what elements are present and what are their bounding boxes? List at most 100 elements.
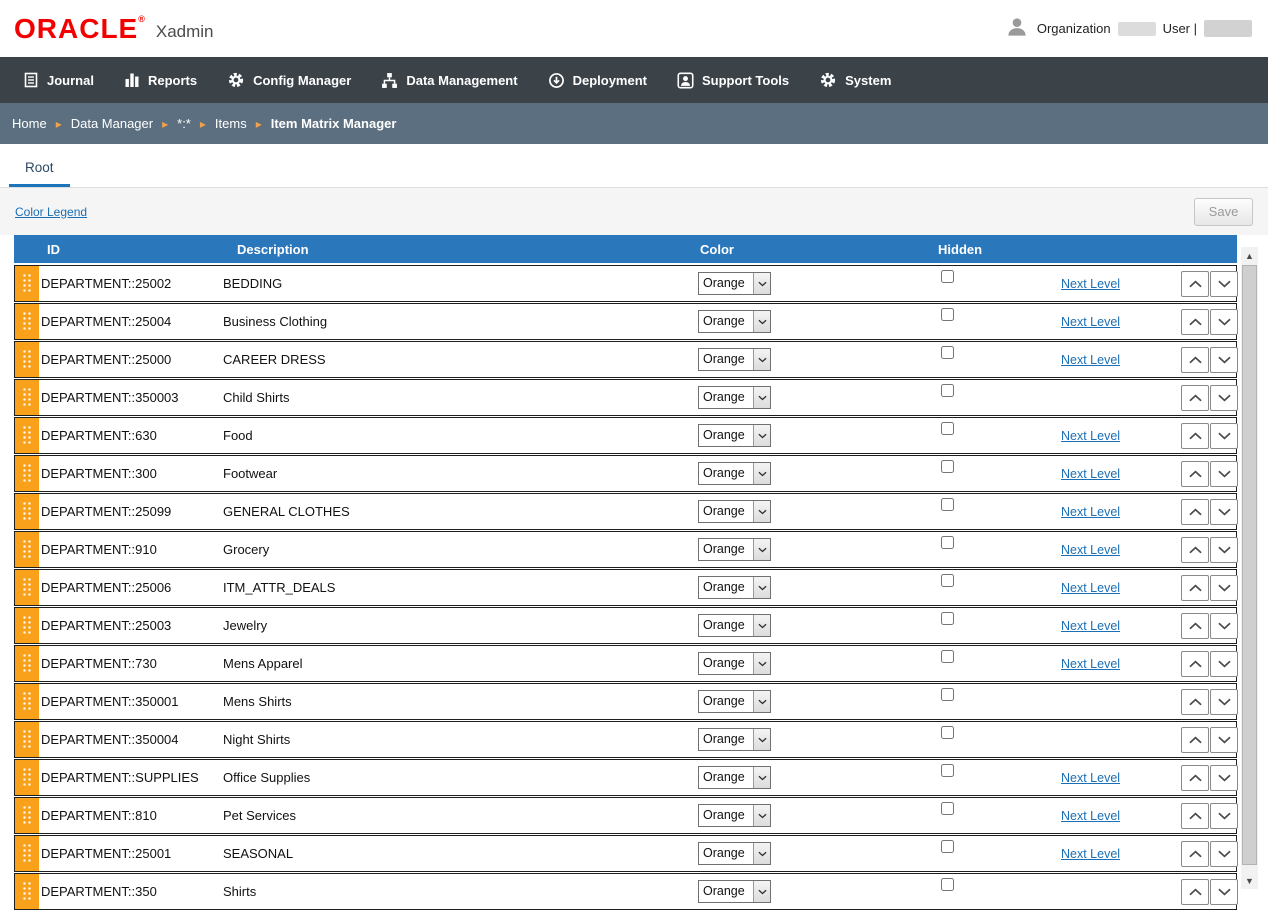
next-level-link[interactable]: Next Level bbox=[1061, 352, 1121, 367]
tab-root[interactable]: Root bbox=[9, 148, 70, 187]
color-select[interactable]: Orange bbox=[698, 538, 771, 561]
hidden-checkbox[interactable] bbox=[941, 536, 954, 549]
hidden-checkbox[interactable] bbox=[941, 650, 954, 663]
breadcrumb-item[interactable]: Home bbox=[12, 116, 47, 131]
color-select[interactable]: Orange bbox=[698, 842, 771, 865]
color-select[interactable]: Orange bbox=[698, 728, 771, 751]
color-select[interactable]: Orange bbox=[698, 576, 771, 599]
move-down-button[interactable] bbox=[1210, 346, 1238, 373]
nav-item-config-manager[interactable]: Config Manager bbox=[212, 57, 366, 103]
drag-handle[interactable] bbox=[15, 684, 39, 719]
next-level-link[interactable]: Next Level bbox=[1061, 504, 1121, 519]
color-select[interactable]: Orange bbox=[698, 652, 771, 675]
move-up-button[interactable] bbox=[1181, 422, 1209, 449]
move-up-button[interactable] bbox=[1181, 802, 1209, 829]
move-up-button[interactable] bbox=[1181, 764, 1209, 791]
hidden-checkbox[interactable] bbox=[941, 460, 954, 473]
move-up-button[interactable] bbox=[1181, 270, 1209, 297]
move-down-button[interactable] bbox=[1210, 840, 1238, 867]
nav-item-journal[interactable]: Journal bbox=[8, 57, 109, 103]
nav-item-system[interactable]: System bbox=[804, 57, 906, 103]
move-down-button[interactable] bbox=[1210, 384, 1238, 411]
color-select[interactable]: Orange bbox=[698, 614, 771, 637]
move-down-button[interactable] bbox=[1210, 270, 1238, 297]
move-up-button[interactable] bbox=[1181, 346, 1209, 373]
move-down-button[interactable] bbox=[1210, 308, 1238, 335]
next-level-link[interactable]: Next Level bbox=[1061, 618, 1121, 633]
drag-handle[interactable] bbox=[15, 722, 39, 757]
color-legend-link[interactable]: Color Legend bbox=[15, 204, 88, 219]
move-down-button[interactable] bbox=[1210, 422, 1238, 449]
drag-handle[interactable] bbox=[15, 342, 39, 377]
move-down-button[interactable] bbox=[1210, 688, 1238, 715]
move-up-button[interactable] bbox=[1181, 384, 1209, 411]
color-select[interactable]: Orange bbox=[698, 272, 771, 295]
move-up-button[interactable] bbox=[1181, 460, 1209, 487]
drag-handle[interactable] bbox=[15, 532, 39, 567]
move-up-button[interactable] bbox=[1181, 650, 1209, 677]
color-select[interactable]: Orange bbox=[698, 462, 771, 485]
drag-handle[interactable] bbox=[15, 456, 39, 491]
hidden-checkbox[interactable] bbox=[941, 270, 954, 283]
hidden-checkbox[interactable] bbox=[941, 688, 954, 701]
next-level-link[interactable]: Next Level bbox=[1061, 846, 1121, 861]
move-down-button[interactable] bbox=[1210, 574, 1238, 601]
hidden-checkbox[interactable] bbox=[941, 612, 954, 625]
move-up-button[interactable] bbox=[1181, 878, 1209, 905]
next-level-link[interactable]: Next Level bbox=[1061, 466, 1121, 481]
hidden-checkbox[interactable] bbox=[941, 764, 954, 777]
nav-item-deployment[interactable]: Deployment bbox=[533, 57, 662, 103]
hidden-checkbox[interactable] bbox=[941, 308, 954, 321]
drag-handle[interactable] bbox=[15, 380, 39, 415]
color-select[interactable]: Orange bbox=[698, 500, 771, 523]
nav-item-support-tools[interactable]: Support Tools bbox=[662, 57, 804, 103]
move-up-button[interactable] bbox=[1181, 688, 1209, 715]
next-level-link[interactable]: Next Level bbox=[1061, 808, 1121, 823]
scroll-down-arrow-icon[interactable]: ▼ bbox=[1245, 875, 1254, 886]
nav-item-reports[interactable]: Reports bbox=[109, 57, 212, 103]
hidden-checkbox[interactable] bbox=[941, 384, 954, 397]
breadcrumb-item[interactable]: Data Manager bbox=[70, 116, 154, 131]
move-up-button[interactable] bbox=[1181, 536, 1209, 563]
move-up-button[interactable] bbox=[1181, 726, 1209, 753]
drag-handle[interactable] bbox=[15, 646, 39, 681]
hidden-checkbox[interactable] bbox=[941, 574, 954, 587]
drag-handle[interactable] bbox=[15, 266, 39, 301]
hidden-checkbox[interactable] bbox=[941, 498, 954, 511]
hidden-checkbox[interactable] bbox=[941, 346, 954, 359]
move-down-button[interactable] bbox=[1210, 612, 1238, 639]
move-down-button[interactable] bbox=[1210, 460, 1238, 487]
save-button[interactable]: Save bbox=[1194, 197, 1253, 226]
move-down-button[interactable] bbox=[1210, 802, 1238, 829]
color-select[interactable]: Orange bbox=[698, 766, 771, 789]
next-level-link[interactable]: Next Level bbox=[1061, 542, 1121, 557]
next-level-link[interactable]: Next Level bbox=[1061, 276, 1121, 291]
scroll-thumb[interactable] bbox=[1242, 265, 1257, 865]
color-select[interactable]: Orange bbox=[698, 804, 771, 827]
drag-handle[interactable] bbox=[15, 836, 39, 871]
hidden-checkbox[interactable] bbox=[941, 840, 954, 853]
move-down-button[interactable] bbox=[1210, 498, 1238, 525]
color-select[interactable]: Orange bbox=[698, 690, 771, 713]
next-level-link[interactable]: Next Level bbox=[1061, 770, 1121, 785]
hidden-checkbox[interactable] bbox=[941, 878, 954, 891]
drag-handle[interactable] bbox=[15, 304, 39, 339]
hidden-checkbox[interactable] bbox=[941, 802, 954, 815]
drag-handle[interactable] bbox=[15, 494, 39, 529]
next-level-link[interactable]: Next Level bbox=[1061, 314, 1121, 329]
move-down-button[interactable] bbox=[1210, 764, 1238, 791]
breadcrumb-item[interactable]: *:* bbox=[177, 116, 191, 131]
move-down-button[interactable] bbox=[1210, 536, 1238, 563]
next-level-link[interactable]: Next Level bbox=[1061, 580, 1121, 595]
vertical-scrollbar[interactable]: ▲ ▼ bbox=[1241, 247, 1258, 889]
drag-handle[interactable] bbox=[15, 418, 39, 453]
breadcrumb-item[interactable]: Items bbox=[214, 116, 247, 131]
color-select[interactable]: Orange bbox=[698, 348, 771, 371]
move-down-button[interactable] bbox=[1210, 726, 1238, 753]
drag-handle[interactable] bbox=[15, 874, 39, 909]
color-select[interactable]: Orange bbox=[698, 424, 771, 447]
move-up-button[interactable] bbox=[1181, 840, 1209, 867]
move-up-button[interactable] bbox=[1181, 308, 1209, 335]
color-select[interactable]: Orange bbox=[698, 386, 771, 409]
next-level-link[interactable]: Next Level bbox=[1061, 656, 1121, 671]
